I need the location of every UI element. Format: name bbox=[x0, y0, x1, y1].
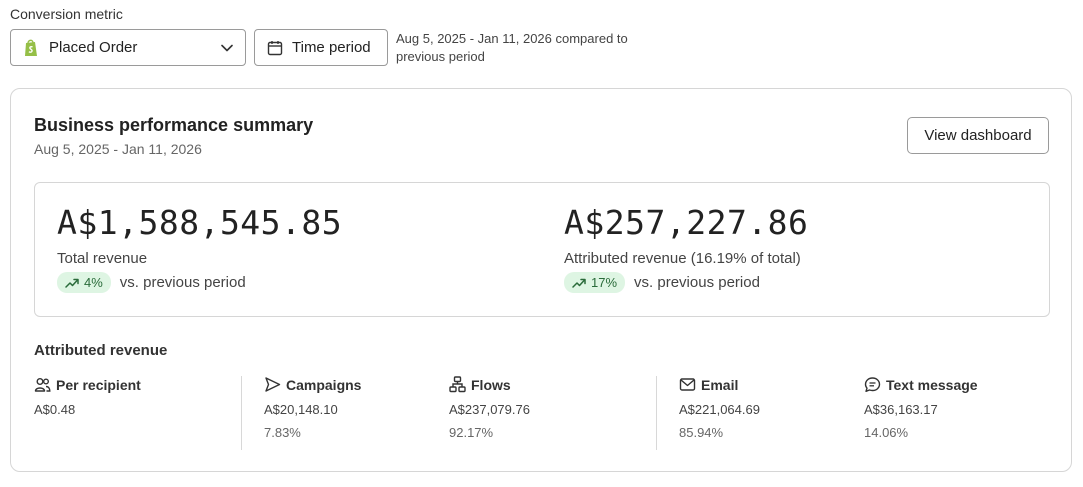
attributed-change-value: 17% bbox=[591, 275, 618, 290]
attributed-compare-text: vs. previous period bbox=[634, 274, 760, 291]
trend-up-icon bbox=[572, 278, 586, 288]
send-icon bbox=[265, 377, 281, 392]
divider bbox=[241, 376, 242, 450]
per-recipient-stat: Per recipient A$0.48 bbox=[34, 376, 141, 450]
calendar-icon bbox=[267, 40, 283, 55]
time-period-button[interactable]: Time period bbox=[254, 29, 388, 66]
total-change-value: 4% bbox=[84, 275, 103, 290]
time-period-label: Time period bbox=[292, 39, 371, 56]
total-revenue-kpi: A$1,588,545.85 Total revenue 4% vs. prev… bbox=[57, 203, 342, 293]
total-compare-text: vs. previous period bbox=[119, 274, 246, 291]
campaigns-value: A$20,148.10 bbox=[264, 402, 338, 417]
per-recipient-value: A$0.48 bbox=[34, 402, 76, 417]
conversion-metric-label: Conversion metric bbox=[10, 6, 123, 22]
conversion-metric-select[interactable]: Placed Order bbox=[10, 29, 246, 66]
attributed-revenue-breakdown: Per recipient A$0.48 Campaigns A$20,148.… bbox=[34, 376, 1050, 450]
business-performance-card: Business performance summary Aug 5, 2025… bbox=[10, 88, 1072, 472]
flows-stat: Flows A$237,079.76 92.17% bbox=[449, 376, 530, 450]
flows-percent: 92.17% bbox=[449, 425, 494, 440]
text-message-stat: Text message A$36,163.17 14.06% bbox=[864, 376, 978, 450]
attributed-revenue-trend: 17% vs. previous period bbox=[564, 272, 808, 293]
per-recipient-label: Per recipient bbox=[56, 376, 141, 393]
users-icon bbox=[34, 378, 51, 392]
shopify-icon bbox=[23, 39, 39, 57]
campaigns-stat: Campaigns A$20,148.10 7.83% bbox=[264, 376, 361, 450]
kpi-summary-box: A$1,588,545.85 Total revenue 4% vs. prev… bbox=[34, 182, 1050, 317]
attributed-revenue-amount: A$257,227.86 bbox=[564, 203, 809, 242]
chevron-down-icon bbox=[221, 44, 233, 51]
card-title: Business performance summary bbox=[34, 115, 314, 135]
email-percent: 85.94% bbox=[679, 425, 724, 440]
attributed-revenue-title: Attributed revenue bbox=[34, 342, 168, 359]
flows-value: A$237,079.76 bbox=[449, 402, 530, 417]
text-message-label: Text message bbox=[886, 376, 978, 393]
mail-icon bbox=[679, 378, 696, 391]
total-revenue-trend: 4% vs. previous period bbox=[57, 272, 342, 293]
attributed-change-badge: 17% bbox=[564, 272, 626, 293]
total-revenue-amount: A$1,588,545.85 bbox=[57, 203, 343, 242]
campaigns-percent: 7.83% bbox=[264, 425, 301, 440]
campaigns-label: Campaigns bbox=[286, 376, 362, 393]
message-icon bbox=[864, 377, 881, 392]
flows-label: Flows bbox=[471, 376, 511, 393]
total-revenue-label: Total revenue bbox=[57, 250, 148, 267]
attributed-revenue-kpi: A$257,227.86 Attributed revenue (16.19% … bbox=[564, 203, 808, 293]
view-dashboard-button[interactable]: View dashboard bbox=[907, 117, 1049, 154]
total-change-badge: 4% bbox=[57, 272, 111, 293]
trend-up-icon bbox=[65, 278, 79, 288]
email-stat: Email A$221,064.69 85.94% bbox=[679, 376, 760, 450]
email-label: Email bbox=[701, 376, 739, 393]
comparison-range-text: Aug 5, 2025 - Jan 11, 2026 compared to p… bbox=[396, 31, 628, 64]
text-message-percent: 14.06% bbox=[864, 425, 909, 440]
card-date-range: Aug 5, 2025 - Jan 11, 2026 bbox=[34, 141, 202, 157]
flow-icon bbox=[449, 376, 466, 393]
email-value: A$221,064.69 bbox=[679, 402, 760, 417]
attributed-revenue-label: Attributed revenue (16.19% of total) bbox=[564, 250, 801, 267]
divider bbox=[656, 376, 657, 450]
text-message-value: A$36,163.17 bbox=[864, 402, 938, 417]
selected-metric: Placed Order bbox=[49, 39, 138, 56]
